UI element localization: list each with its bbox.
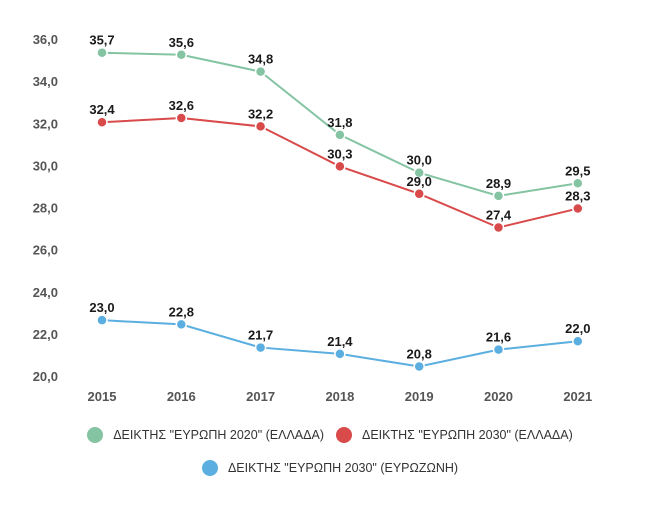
- x-axis: 2015 2016 2017 2018 2019 2020 2021: [88, 389, 593, 404]
- data-point[interactable]: [334, 129, 346, 141]
- legend-item-europe-2030-greece[interactable]: ΔΕΙΚΤΗΣ "ΕΥΡΩΠΗ 2030" (ΕΛΛΑΔΑ): [336, 427, 573, 443]
- x-tick-label: 2021: [563, 389, 592, 404]
- x-tick-label: 2015: [88, 389, 117, 404]
- x-tick-label: 2018: [325, 389, 354, 404]
- data-label: 28,9: [486, 176, 511, 191]
- data-point[interactable]: [254, 120, 267, 133]
- data-point[interactable]: [572, 202, 584, 215]
- data-point[interactable]: [254, 65, 267, 78]
- data-label: 22,8: [169, 304, 194, 319]
- y-tick-label: 34,0: [33, 74, 58, 89]
- data-point[interactable]: [492, 343, 505, 356]
- x-tick-label: 2019: [405, 389, 434, 404]
- data-label: 32,2: [248, 106, 273, 121]
- data-label: 31,8: [327, 115, 352, 130]
- data-point[interactable]: [413, 166, 425, 179]
- data-labels: 35,7 35,6 34,8 31,8 30,0 28,9 29,5 32,4 32,6 32,2…: [89, 33, 590, 362]
- legend-label: ΔΕΙΚΤΗΣ "ΕΥΡΩΠΗ 2030" (ΕΥΡΩΖΩΝΗ): [227, 461, 459, 475]
- legend-swatch-red: [336, 427, 352, 443]
- data-label: 35,7: [89, 33, 114, 48]
- data-label: 35,6: [169, 35, 194, 50]
- data-point[interactable]: [413, 188, 425, 200]
- y-tick-label: 22,0: [33, 327, 58, 342]
- data-label: 21,4: [327, 334, 353, 349]
- data-point[interactable]: [572, 177, 584, 190]
- y-tick-label: 28,0: [33, 201, 58, 216]
- data-label: 22,0: [565, 321, 590, 336]
- data-point[interactable]: [254, 341, 267, 354]
- data-point[interactable]: [334, 160, 346, 173]
- y-tick-label: 32,0: [33, 116, 58, 131]
- data-label: 30,0: [407, 153, 432, 168]
- x-tick-label: 2016: [167, 389, 196, 404]
- legend-label: ΔΕΙΚΤΗΣ "ΕΥΡΩΠΗ 2030" (ΕΛΛΑΔΑ): [362, 428, 573, 442]
- legend-row-1: ΔΕΙΚΤΗΣ "ΕΥΡΩΠΗ 2020" (ΕΛΛΑΔΑ) ΔΕΙΚΤΗΣ "…: [0, 427, 660, 443]
- legend-swatch-blue: [201, 460, 218, 476]
- data-label: 28,3: [565, 189, 590, 204]
- data-label: 29,5: [565, 163, 590, 178]
- data-point[interactable]: [175, 112, 188, 124]
- data-point[interactable]: [334, 348, 346, 360]
- legend-item-europe-2020-greece[interactable]: ΔΕΙΚΤΗΣ "ΕΥΡΩΠΗ 2020" (ΕΛΛΑΔΑ): [87, 427, 324, 443]
- y-tick-label: 36,0: [33, 32, 58, 47]
- data-point[interactable]: [492, 221, 505, 234]
- data-label: 32,4: [89, 102, 115, 117]
- data-point[interactable]: [413, 360, 425, 373]
- data-label: 32,6: [169, 98, 194, 113]
- y-tick-label: 30,0: [33, 158, 58, 173]
- data-point[interactable]: [175, 318, 188, 331]
- x-tick-label: 2017: [246, 389, 275, 404]
- data-point[interactable]: [96, 116, 108, 128]
- series-lines: [96, 46, 584, 373]
- legend-item-europe-2030-eurozone[interactable]: ΔΕΙΚΤΗΣ "ΕΥΡΩΠΗ 2030" (ΕΥΡΩΖΩΝΗ): [201, 460, 459, 476]
- data-point[interactable]: [492, 190, 505, 202]
- data-label: 34,8: [248, 52, 273, 67]
- legend-label: ΔΕΙΚΤΗΣ "ΕΥΡΩΠΗ 2020" (ΕΛΛΑΔΑ): [113, 428, 324, 442]
- data-label: 23,0: [89, 300, 114, 315]
- y-tick-label: 26,0: [33, 243, 58, 258]
- legend-row-2: ΔΕΙΚΤΗΣ "ΕΥΡΩΠΗ 2030" (ΕΥΡΩΖΩΝΗ): [0, 460, 660, 476]
- data-point[interactable]: [96, 314, 108, 326]
- data-label: 29,0: [407, 174, 432, 189]
- line-chart: 20,0 22,0 24,0 26,0 28,0 30,0 32,0 34,0 36,0 201…: [33, 32, 593, 404]
- data-label: 21,7: [248, 328, 273, 343]
- data-point[interactable]: [96, 46, 108, 59]
- data-point[interactable]: [175, 49, 188, 61]
- data-label: 20,8: [407, 347, 432, 362]
- data-label: 30,3: [327, 146, 352, 161]
- data-label: 21,6: [486, 330, 511, 345]
- legend-swatch-green: [87, 427, 104, 443]
- y-tick-label: 24,0: [33, 285, 58, 300]
- x-tick-label: 2020: [484, 389, 513, 404]
- y-tick-label: 20,0: [33, 369, 58, 384]
- y-axis: 20,0 22,0 24,0 26,0 28,0 30,0 32,0 34,0 36,0: [33, 32, 58, 384]
- data-point[interactable]: [572, 335, 584, 347]
- data-label: 27,4: [486, 208, 512, 223]
